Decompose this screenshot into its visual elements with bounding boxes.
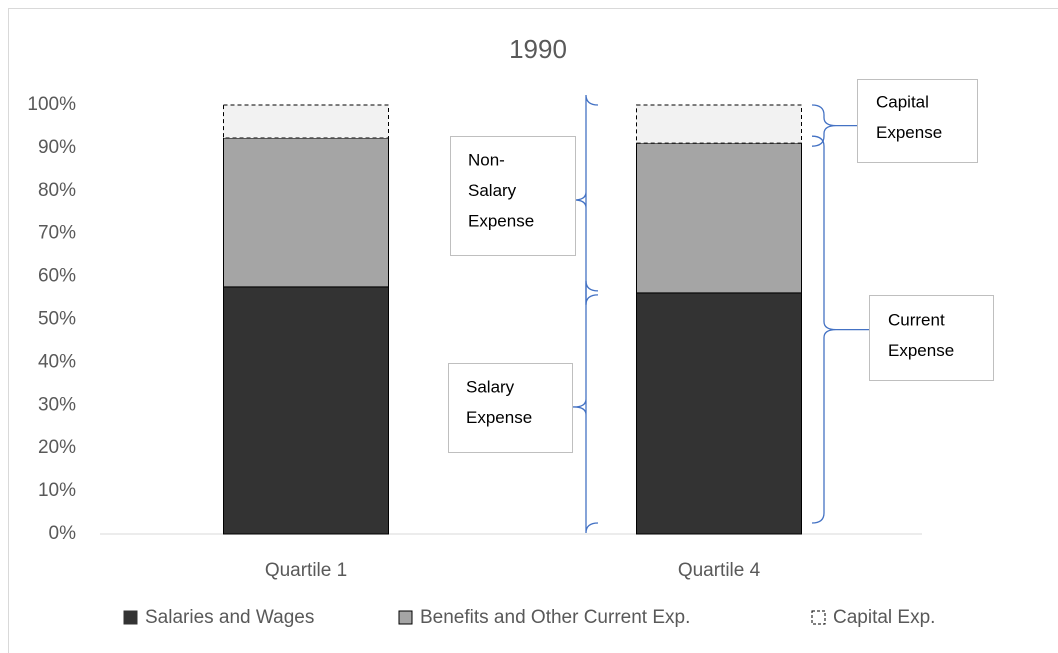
annotation-box bbox=[869, 295, 994, 381]
legend-label: Benefits and Other Current Exp. bbox=[420, 607, 690, 628]
y-tick-label: 50% bbox=[38, 309, 76, 330]
y-tick-label: 80% bbox=[38, 180, 76, 201]
x-tick-label: Quartile 4 bbox=[678, 560, 761, 581]
brace bbox=[811, 104, 857, 147]
x-tick-label: Quartile 1 bbox=[265, 560, 347, 581]
y-tick-label: 30% bbox=[38, 394, 76, 415]
chart-frame bbox=[8, 8, 1058, 653]
bar-segment bbox=[636, 142, 802, 294]
annotation-box bbox=[450, 136, 576, 256]
annotation-text: Salary bbox=[468, 181, 517, 200]
annotation-text: Expense bbox=[888, 341, 954, 360]
chart-title: 1990 bbox=[509, 34, 567, 64]
annotation-text: Salary bbox=[466, 377, 515, 396]
annotation-text: Expense bbox=[466, 408, 532, 427]
bar-segment bbox=[223, 286, 389, 535]
annotation-text: Capital bbox=[876, 92, 929, 111]
legend-swatch bbox=[811, 610, 826, 625]
y-tick-label: 20% bbox=[38, 437, 76, 458]
brace bbox=[811, 135, 869, 524]
annotation-box bbox=[857, 79, 978, 163]
y-tick-label: 70% bbox=[38, 223, 76, 244]
y-tick-label: 60% bbox=[38, 266, 76, 287]
legend-label: Salaries and Wages bbox=[145, 607, 314, 628]
annotation-text: Current bbox=[888, 310, 945, 329]
y-tick-label: 10% bbox=[38, 480, 76, 501]
annotation-text: Expense bbox=[876, 123, 942, 142]
brace bbox=[572, 280, 599, 534]
bar-segment bbox=[636, 104, 802, 144]
y-tick-label: 40% bbox=[38, 351, 76, 372]
annotation-text: Non- bbox=[468, 150, 505, 169]
y-tick-label: 100% bbox=[27, 94, 76, 115]
bar-segment bbox=[223, 137, 389, 288]
legend-swatch bbox=[398, 610, 413, 625]
legend-swatch bbox=[123, 610, 138, 625]
annotation-text: Expense bbox=[468, 211, 534, 230]
y-tick-label: 90% bbox=[38, 137, 76, 158]
brace bbox=[573, 94, 599, 305]
y-tick-label: 0% bbox=[49, 523, 77, 544]
annotation-box bbox=[448, 363, 573, 453]
bar-segment bbox=[223, 104, 389, 139]
legend-label: Capital Exp. bbox=[833, 607, 935, 628]
bar-segment bbox=[636, 292, 802, 535]
